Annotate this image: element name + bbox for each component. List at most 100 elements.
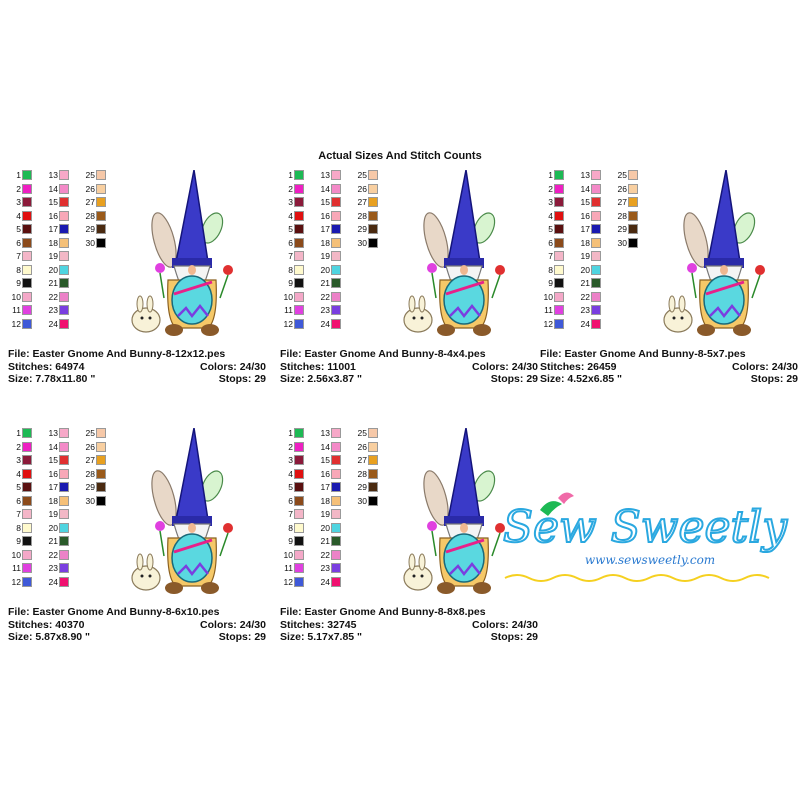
palette-number: 11 (12, 305, 21, 315)
color-swatch (59, 522, 69, 533)
palette-number: 2 (16, 441, 21, 452)
palette-entry: 7 (280, 509, 400, 521)
palette-number: 30 (357, 495, 367, 506)
palette-number: 13 (320, 170, 330, 180)
palette-entry: 16 (45, 468, 165, 481)
palette-entry: 17 (577, 224, 697, 236)
gnome-bunny-artwork (403, 170, 505, 336)
color-swatch (368, 224, 378, 234)
color-swatch (22, 482, 32, 492)
palette-number: 8 (288, 264, 293, 275)
color-swatch (628, 224, 638, 234)
palette-entry: 26 (614, 183, 734, 196)
color-swatch (96, 495, 106, 506)
palette-entry: 16 (45, 210, 165, 223)
color-swatch (294, 509, 304, 519)
palette-entry: 14 (577, 183, 697, 196)
palette-number: 5 (288, 224, 293, 234)
color-swatch (59, 441, 69, 452)
palette-number: 19 (580, 251, 590, 261)
color-swatch (331, 170, 341, 180)
color-swatch (294, 264, 304, 275)
color-swatch (59, 576, 69, 587)
palette-entry: 14 (45, 441, 165, 454)
palette-number: 17 (320, 224, 330, 234)
palette-entry: 27 (354, 197, 474, 209)
palette-number: 25 (617, 170, 627, 180)
palette-entry: 28 (354, 210, 474, 223)
color-swatch (368, 183, 378, 194)
palette-entry: 19 (45, 251, 165, 263)
color-swatch (331, 563, 341, 573)
color-swatch (59, 455, 69, 465)
color-swatch (294, 305, 304, 315)
palette-number: 24 (48, 318, 58, 329)
info-colors: Colors: 24/30 (472, 618, 538, 631)
color-swatch (96, 170, 106, 180)
palette-entry: 20 (317, 264, 437, 277)
palette-number: 21 (580, 278, 590, 288)
color-swatch (331, 549, 341, 560)
palette-entry: 8 (8, 522, 128, 535)
palette-number: 16 (580, 210, 590, 221)
palette-entry: 18 (45, 495, 165, 508)
palette-entry: 26 (82, 183, 202, 196)
palette-number: 29 (357, 482, 367, 492)
color-swatch (331, 237, 341, 248)
color-swatch (22, 305, 32, 315)
palette-entry: 30 (82, 237, 202, 250)
palette-entry: 13 (577, 170, 697, 182)
color-swatch (22, 428, 32, 438)
palette-entry: 22 (317, 549, 437, 562)
palette-entry: 27 (614, 197, 734, 209)
palette-entry: 4 (280, 468, 400, 481)
palette-number: 22 (580, 291, 590, 302)
color-swatch (554, 318, 564, 329)
palette-entry: 19 (45, 509, 165, 521)
color-swatch (59, 183, 69, 194)
palette-entry: 15 (317, 455, 437, 467)
palette-number: 5 (288, 482, 293, 492)
info-colors: Colors: 24/30 (732, 360, 798, 373)
color-swatch (294, 291, 304, 302)
info-size: Size: 7.78x11.80 " (8, 373, 96, 385)
design-panel: 1 2 3 4 5 6 7 8 9 10 11 12 13 14 15 16 17 18 19 20 21 22 23 24 2… (8, 170, 266, 390)
color-swatch (331, 576, 341, 587)
logo-url-text: www.sewsweetly.com (585, 553, 715, 567)
palette-entry: 1 (8, 428, 128, 440)
color-swatch (331, 468, 341, 479)
palette-entry: 7 (8, 251, 128, 263)
palette-number: 12 (283, 576, 293, 587)
palette-entry: 15 (45, 455, 165, 467)
palette-entry: 2 (280, 183, 400, 196)
palette-entry: 26 (82, 441, 202, 454)
color-swatch (331, 318, 341, 329)
color-swatch (331, 509, 341, 519)
palette-number: 23 (320, 563, 330, 573)
palette-entry: 29 (354, 482, 474, 494)
page-title: Actual Sizes And Stitch Counts (318, 150, 482, 162)
palette-entry: 25 (354, 170, 474, 182)
palette-entry: 11 (280, 305, 400, 317)
palette-entry: 19 (317, 251, 437, 263)
color-swatch (294, 428, 304, 438)
palette-number: 18 (320, 237, 330, 248)
color-swatch (294, 549, 304, 560)
palette-entry: 30 (614, 237, 734, 250)
palette-entry: 3 (280, 455, 400, 467)
gnome-bunny-artwork (663, 170, 765, 336)
color-swatch (59, 482, 69, 492)
info-file: File: Easter Gnome And Bunny-8-4x4.pes (280, 348, 486, 360)
palette-number: 22 (48, 291, 58, 302)
color-swatch (59, 468, 69, 479)
palette-entry: 5 (8, 482, 128, 494)
color-swatch (554, 251, 564, 261)
palette-entry: 28 (82, 468, 202, 481)
palette-entry: 22 (317, 291, 437, 304)
color-swatch (22, 237, 32, 248)
palette-entry: 11 (8, 305, 128, 317)
color-swatch (591, 224, 601, 234)
palette-number: 4 (16, 210, 21, 221)
palette-entry: 17 (317, 224, 437, 236)
palette-number: 5 (16, 224, 21, 234)
